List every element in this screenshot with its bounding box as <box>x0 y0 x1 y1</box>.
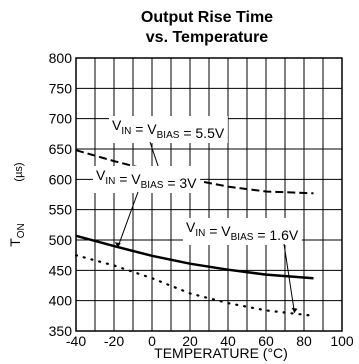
y-axis-label-sub: ON <box>16 223 27 238</box>
y-tick-label: 800 <box>49 50 73 66</box>
y-tick-label: 700 <box>49 111 73 127</box>
y-tick-label: 450 <box>49 262 73 278</box>
series-annotation-bg <box>183 218 302 245</box>
plot-series <box>74 149 315 317</box>
plot-grid <box>75 57 343 332</box>
y-axis-unit: (µs) <box>13 162 25 181</box>
series-annotation-bg <box>109 116 228 143</box>
y-axis-unit-text: (µs) <box>13 162 25 181</box>
x-tick-labels: -40 -20 0 20 40 60 80 100 <box>66 333 354 349</box>
chart-title-line1: Output Rise Time <box>141 9 273 26</box>
x-tick-label: 100 <box>330 333 354 349</box>
x-tick-label: -20 <box>104 333 124 349</box>
series-line <box>74 254 315 317</box>
series-line <box>75 149 314 195</box>
series-annotation-label: VIN = VBIAS = 1.6V <box>186 219 299 243</box>
y-tick-label: 600 <box>49 171 73 187</box>
y-tick-label: 550 <box>49 202 73 218</box>
x-tick-label: 20 <box>182 333 198 349</box>
series-annotation-bg <box>93 166 201 193</box>
plot-frame <box>75 57 343 332</box>
y-tick-label: 650 <box>49 141 73 157</box>
y-axis-label: TON <box>7 223 27 247</box>
annotation-arrowhead <box>114 242 121 248</box>
series-annotation-label: VIN = VBIAS = 5.5V <box>112 117 225 141</box>
chart-title-line2: vs. Temperature <box>146 29 269 46</box>
x-axis-label: TEMPERATURE (°C) <box>154 345 288 361</box>
annotation-arrowhead <box>291 307 298 313</box>
y-tick-label: 350 <box>49 323 73 339</box>
x-tick-label: 40 <box>220 333 236 349</box>
x-tick-label: 60 <box>258 333 274 349</box>
series-annotations: VIN = VBIAS = 5.5V VIN = VBIAS = 3V VIN = … <box>93 116 302 313</box>
y-tick-label: 400 <box>49 293 73 309</box>
x-tick-label: 0 <box>148 333 156 349</box>
y-tick-labels: 350 400 450 500 550 600 650 700 750 800 <box>49 50 73 339</box>
x-tick-label: 80 <box>296 333 312 349</box>
series-line <box>75 234 314 280</box>
y-tick-label: 500 <box>49 232 73 248</box>
annotation-leader-line <box>283 243 295 313</box>
x-tick-label: -40 <box>66 333 86 349</box>
y-tick-label: 750 <box>49 80 73 96</box>
y-axis-label-main: T <box>7 238 23 247</box>
annotation-leader-line <box>117 191 139 248</box>
svg-text:TON: TON <box>7 223 27 247</box>
series-annotation-label: VIN = VBIAS = 3V <box>96 167 197 191</box>
